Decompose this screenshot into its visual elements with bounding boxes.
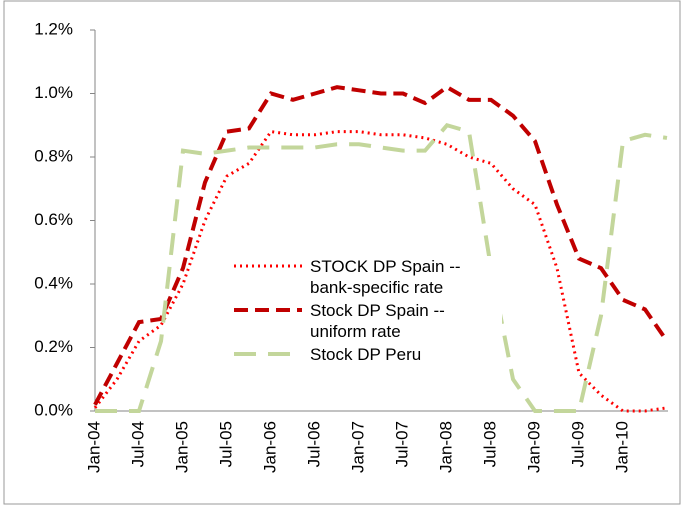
x-tick-label: Jul-09	[568, 421, 587, 467]
legend-label: Stock DP Peru	[310, 345, 422, 364]
x-tick-label: Jan-04	[84, 421, 103, 473]
chart-frame	[3, 0, 681, 505]
x-tick-label: Jan-05	[172, 421, 191, 473]
y-tick-label: 1.2%	[34, 19, 73, 38]
x-tick-label: Jul-05	[216, 421, 235, 467]
legend-label: STOCK DP Spain -- bank-specific rate	[310, 257, 461, 297]
legend-item: STOCK DP Spain -- bank-specific rate	[232, 256, 502, 298]
x-tick-label: Jan-06	[260, 421, 279, 473]
legend-item: Stock DP Peru	[232, 344, 502, 365]
x-tick-label: Jan-09	[524, 421, 543, 473]
x-tick-label: Jan-07	[348, 421, 367, 473]
legend-swatch	[234, 264, 302, 268]
y-tick-label: 1.0%	[34, 83, 73, 102]
y-tick-label: 0.8%	[34, 146, 73, 165]
series-line	[95, 122, 668, 413]
y-tick-label: 0.6%	[34, 210, 73, 229]
x-tick-label: Jul-04	[128, 421, 147, 467]
x-tick-label: Jul-08	[480, 421, 499, 467]
legend-swatch	[234, 352, 302, 356]
series-line	[93, 84, 669, 406]
y-tick-label: 0.4%	[34, 273, 73, 292]
x-tick-label: Jan-10	[612, 421, 631, 473]
legend-swatch	[234, 308, 302, 312]
legend-label: Stock DP Spain -- uniform rate	[310, 301, 445, 341]
x-tick-label: Jul-07	[392, 421, 411, 467]
series-line	[93, 129, 668, 413]
x-tick-label: Jul-06	[304, 421, 323, 467]
legend-item: Stock DP Spain -- uniform rate	[232, 300, 502, 342]
y-tick-label: 0.0%	[34, 400, 73, 419]
legend: STOCK DP Spain -- bank-specific rate Stoc…	[232, 256, 502, 367]
y-tick-label: 0.2%	[34, 337, 73, 356]
x-tick-label: Jan-08	[436, 421, 455, 473]
